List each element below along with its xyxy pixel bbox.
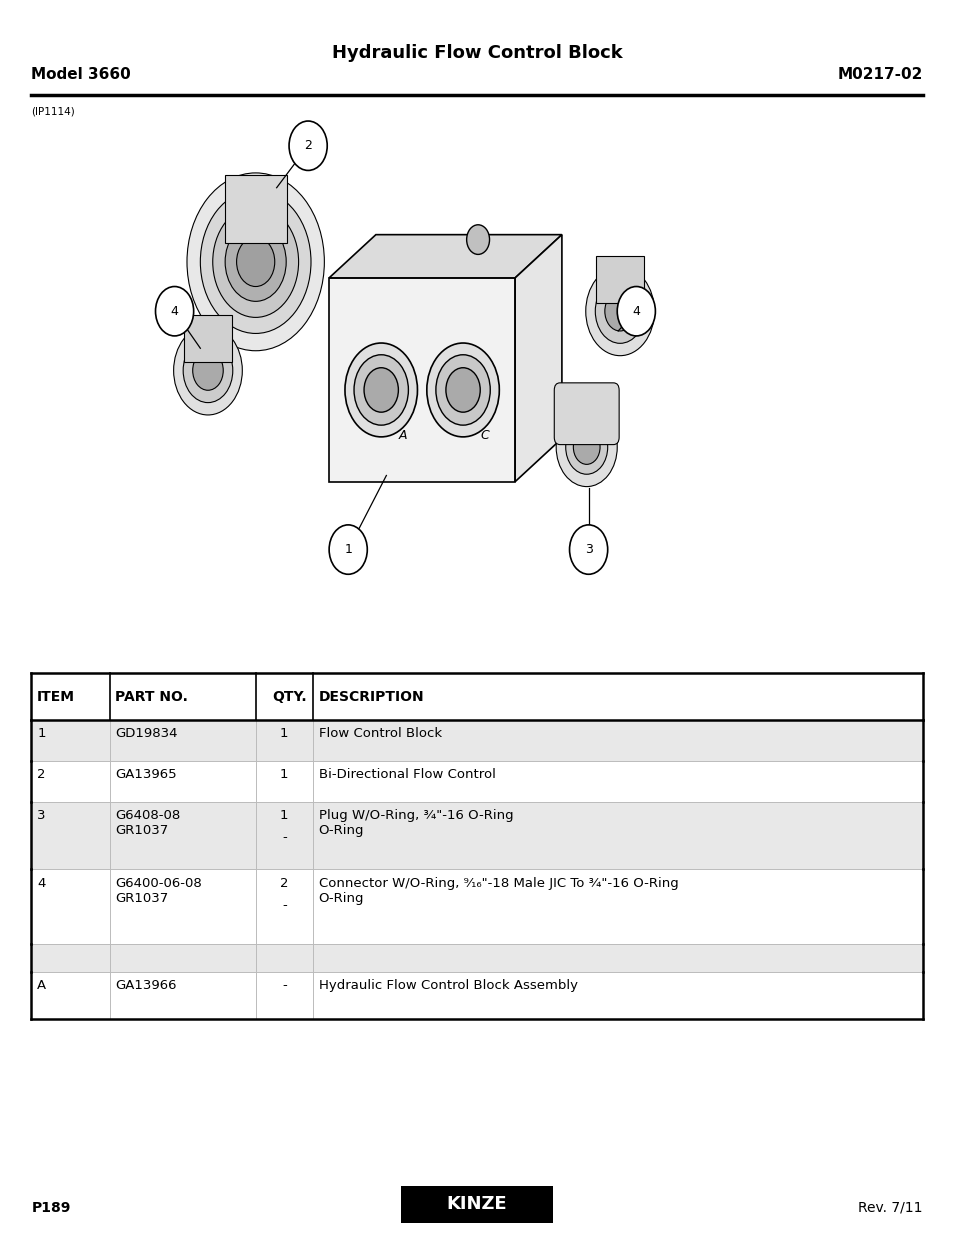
Text: 1: 1 xyxy=(344,543,352,556)
Text: Bi-Directional Flow Control: Bi-Directional Flow Control xyxy=(318,768,495,782)
Circle shape xyxy=(436,354,490,425)
Text: 3: 3 xyxy=(37,809,46,823)
Circle shape xyxy=(183,338,233,403)
Text: 4: 4 xyxy=(37,877,46,890)
Circle shape xyxy=(364,368,398,412)
Text: Flow Control Block: Flow Control Block xyxy=(318,727,441,741)
Bar xyxy=(31,673,922,720)
Circle shape xyxy=(329,525,367,574)
Text: 1: 1 xyxy=(280,809,288,823)
Circle shape xyxy=(345,343,417,437)
Circle shape xyxy=(200,190,311,333)
Text: 4: 4 xyxy=(632,305,639,317)
Circle shape xyxy=(236,237,274,287)
Text: GA13965: GA13965 xyxy=(115,768,177,782)
Text: 1: 1 xyxy=(280,768,288,782)
Circle shape xyxy=(213,206,298,317)
Circle shape xyxy=(604,291,635,331)
Text: Connector W/O-Ring, ⁹⁄₁₆"-18 Male JIC To ¾"-16 O-Ring
O-Ring: Connector W/O-Ring, ⁹⁄₁₆"-18 Male JIC To… xyxy=(318,877,678,905)
Text: PART NO.: PART NO. xyxy=(115,689,188,704)
Text: 1: 1 xyxy=(37,727,46,741)
Circle shape xyxy=(585,267,654,356)
Circle shape xyxy=(556,408,617,487)
Bar xyxy=(31,869,922,944)
Polygon shape xyxy=(515,235,561,482)
Text: P189: P189 xyxy=(31,1200,71,1215)
Text: -: - xyxy=(282,831,286,845)
Circle shape xyxy=(193,351,223,390)
Text: 2: 2 xyxy=(37,768,46,782)
Text: M0217-02: M0217-02 xyxy=(837,67,922,82)
Text: Rev. 7/11: Rev. 7/11 xyxy=(857,1200,922,1215)
Circle shape xyxy=(289,121,327,170)
Text: 2: 2 xyxy=(304,140,312,152)
Circle shape xyxy=(569,525,607,574)
Bar xyxy=(31,720,922,761)
Text: 4: 4 xyxy=(171,305,178,317)
Polygon shape xyxy=(329,278,515,482)
Text: Hydraulic Flow Control Block Assembly: Hydraulic Flow Control Block Assembly xyxy=(318,979,577,993)
Text: C: C xyxy=(479,430,489,442)
Text: -: - xyxy=(282,979,286,993)
Text: 3: 3 xyxy=(584,543,592,556)
Text: A: A xyxy=(37,979,47,993)
Text: Hydraulic Flow Control Block: Hydraulic Flow Control Block xyxy=(332,44,621,62)
Text: -: - xyxy=(282,899,286,913)
Circle shape xyxy=(225,222,286,301)
Bar xyxy=(31,802,922,869)
Circle shape xyxy=(565,420,607,474)
FancyBboxPatch shape xyxy=(554,383,618,445)
Text: DESCRIPTION: DESCRIPTION xyxy=(318,689,424,704)
Text: (IP1114): (IP1114) xyxy=(31,106,75,116)
FancyBboxPatch shape xyxy=(225,175,286,243)
Circle shape xyxy=(426,343,498,437)
FancyBboxPatch shape xyxy=(184,315,232,362)
FancyBboxPatch shape xyxy=(596,256,643,303)
Circle shape xyxy=(354,354,408,425)
Circle shape xyxy=(187,173,324,351)
Text: G6400-06-08
GR1037: G6400-06-08 GR1037 xyxy=(115,877,202,905)
Text: QTY.: QTY. xyxy=(273,689,307,704)
Circle shape xyxy=(466,225,489,254)
Polygon shape xyxy=(329,235,561,278)
Text: Plug W/O-Ring, ¾"-16 O-Ring
O-Ring: Plug W/O-Ring, ¾"-16 O-Ring O-Ring xyxy=(318,809,513,837)
Bar xyxy=(31,972,922,1019)
Text: GA13966: GA13966 xyxy=(115,979,176,993)
Bar xyxy=(31,944,922,972)
Text: G6408-08
GR1037: G6408-08 GR1037 xyxy=(115,809,180,837)
Text: GD19834: GD19834 xyxy=(115,727,178,741)
Bar xyxy=(31,761,922,802)
Circle shape xyxy=(573,430,599,464)
Text: Model 3660: Model 3660 xyxy=(31,67,132,82)
Text: 2: 2 xyxy=(280,877,288,890)
Circle shape xyxy=(445,368,479,412)
Text: A: A xyxy=(398,430,407,442)
Circle shape xyxy=(617,287,655,336)
Text: ITEM: ITEM xyxy=(37,689,75,704)
Circle shape xyxy=(595,279,644,343)
Circle shape xyxy=(155,287,193,336)
Circle shape xyxy=(173,326,242,415)
Text: 1: 1 xyxy=(280,727,288,741)
